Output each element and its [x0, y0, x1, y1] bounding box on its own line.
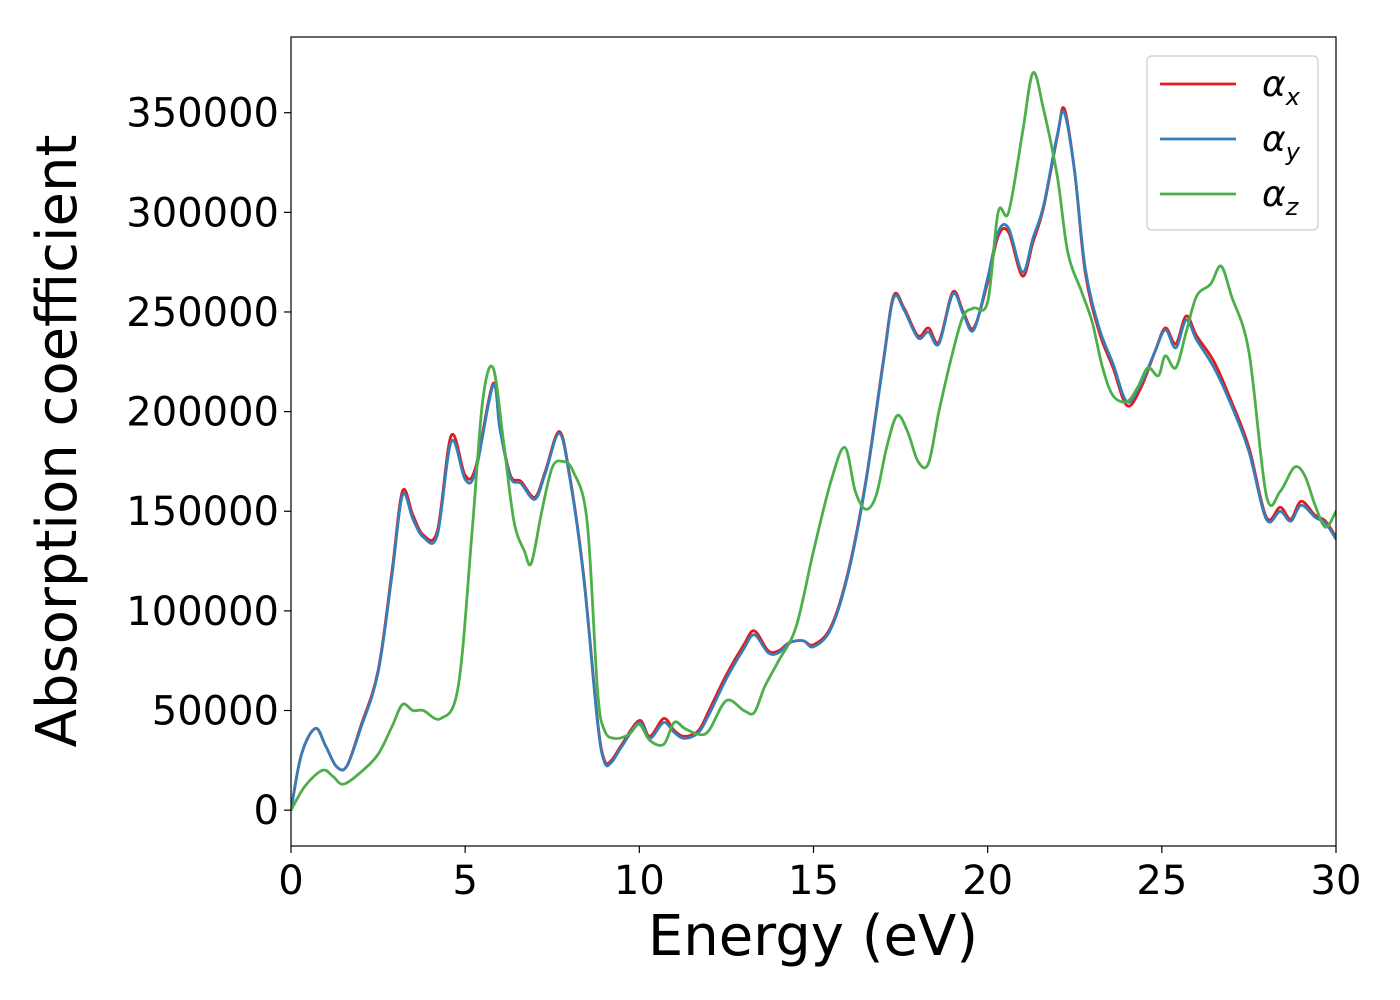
- ticks-layer: 0 5 10 15 20 25 30 0 50000 100000 150000 200000 2500…: [126, 91, 1361, 904]
- x-tick-label: 5: [452, 858, 477, 904]
- series-line-y: [291, 109, 1336, 812]
- x-tick-label: 30: [1311, 858, 1362, 904]
- legend: αx αy αz: [1146, 55, 1319, 231]
- series-layer: [291, 71, 1336, 812]
- legend-items: αx αy αz: [1160, 64, 1301, 221]
- y-tick-label: 50000: [152, 689, 279, 735]
- series-line-z: [291, 71, 1336, 812]
- x-tick-label: 20: [962, 858, 1013, 904]
- y-tick-label: 200000: [126, 390, 279, 436]
- y-tick-label: 100000: [126, 589, 279, 635]
- x-tick-label: 0: [278, 858, 303, 904]
- x-tick-label: 10: [614, 858, 665, 904]
- x-tick-label: 15: [788, 858, 839, 904]
- y-tick-label: 0: [254, 788, 279, 834]
- legend-label-y: αy: [1262, 119, 1301, 166]
- x-tick-label: 25: [1136, 858, 1187, 904]
- legend-label-x: αx: [1262, 64, 1301, 111]
- legend-box: [1146, 55, 1319, 231]
- y-tick-label: 150000: [126, 489, 279, 535]
- y-axis-label: Absorption coefficient: [25, 135, 90, 748]
- y-tick-label: 250000: [126, 290, 279, 336]
- x-axis-label: Energy (eV): [648, 904, 978, 969]
- legend-label-z: αz: [1262, 174, 1300, 221]
- y-tick-label: 300000: [126, 190, 279, 236]
- y-tick-label: 350000: [126, 91, 279, 137]
